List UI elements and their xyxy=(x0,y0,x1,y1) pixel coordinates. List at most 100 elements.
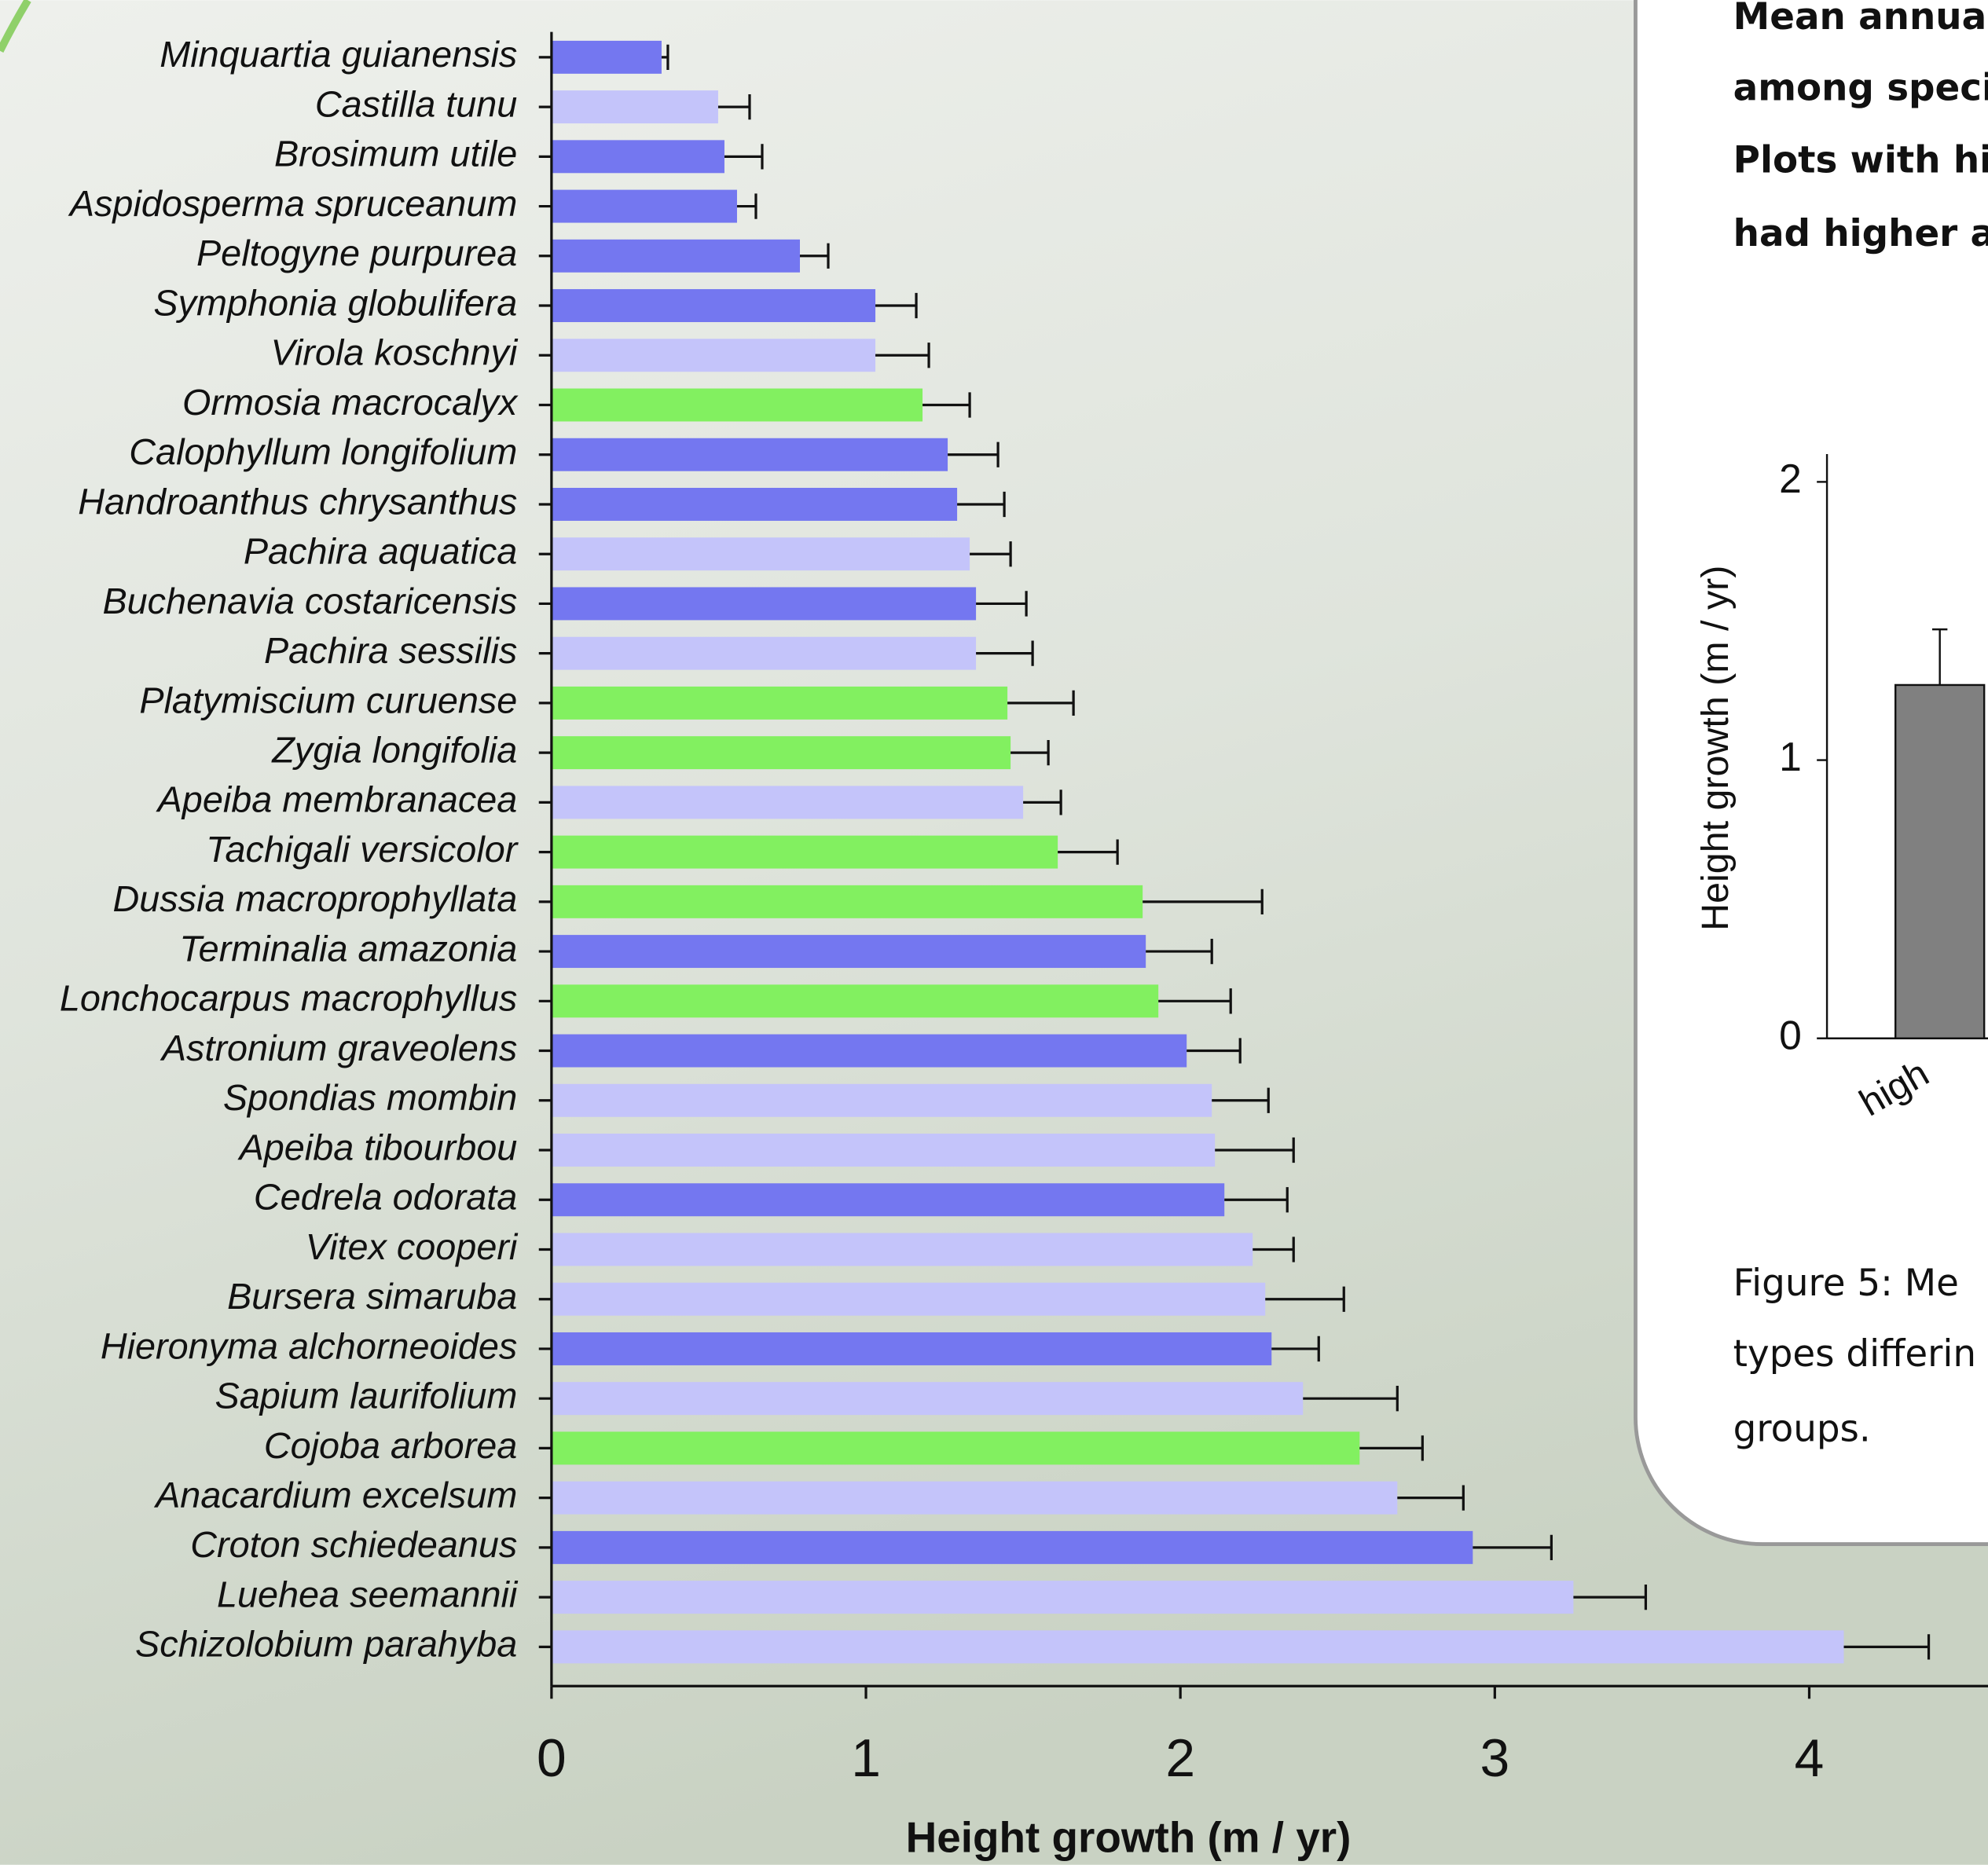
category-label: Zygia longifolia xyxy=(271,729,517,770)
category-label: Handroanthus chrysanthus xyxy=(78,481,517,522)
category-label: Cedrela odorata xyxy=(254,1177,518,1218)
bar xyxy=(551,984,1159,1018)
bar xyxy=(551,636,977,670)
error-bar xyxy=(957,491,1006,518)
category-label: Calophyllum longifolium xyxy=(129,431,517,472)
error-bar xyxy=(1187,1038,1242,1064)
box-caption: groups. xyxy=(1733,1408,1871,1450)
category-label: Symphonia globulifera xyxy=(153,282,517,323)
category-label: Cojoba arborea xyxy=(264,1425,518,1466)
error-bar xyxy=(1215,1137,1295,1163)
category-label: Tachigali versicolor xyxy=(206,829,519,870)
error-bar xyxy=(1932,628,1948,685)
bar xyxy=(551,1282,1266,1316)
bar xyxy=(551,537,970,571)
box-heading: Mean annua xyxy=(1733,0,1987,38)
category-label: Lonchocarpus macrophyllus xyxy=(60,978,517,1019)
bar xyxy=(551,1530,1473,1564)
category-label: Hieronyma alchorneoides xyxy=(101,1325,517,1366)
bar xyxy=(551,487,958,521)
category-label: Luehea seemannii xyxy=(217,1574,519,1614)
bar xyxy=(551,388,923,422)
bar xyxy=(551,1581,1574,1614)
error-bar xyxy=(1397,1485,1465,1511)
bar xyxy=(551,786,1024,819)
bar xyxy=(551,1431,1360,1465)
y-tick-label: 2 xyxy=(1779,456,1802,501)
x-tick-label: 2 xyxy=(1165,1729,1195,1788)
error-bar xyxy=(1253,1237,1295,1262)
error-bar xyxy=(948,442,1000,467)
x-tick-label: 3 xyxy=(1480,1729,1509,1788)
error-bar xyxy=(661,44,669,70)
bar xyxy=(551,140,724,174)
decor-arc xyxy=(0,0,31,53)
category-label: Terminalia amazonia xyxy=(179,928,517,969)
y-tick-label: 0 xyxy=(1779,1012,1802,1057)
error-bar xyxy=(1146,938,1213,965)
category-label: Virola koschnyi xyxy=(271,332,519,373)
error-bar xyxy=(1143,889,1264,914)
category-label: Pachira aquatica xyxy=(244,531,517,572)
category-label: Spondias mombin xyxy=(223,1077,517,1118)
bar xyxy=(551,1183,1225,1217)
error-bar xyxy=(1271,1336,1320,1362)
y-tick-label: 1 xyxy=(1779,734,1802,779)
error-bar xyxy=(970,541,1012,567)
bar xyxy=(551,438,948,471)
x-axis-label: Height growth (m / yr) xyxy=(906,1813,1352,1862)
error-bar xyxy=(1843,1634,1931,1660)
category-label: Apeiba membranacea xyxy=(156,779,518,820)
x-tick-label: 4 xyxy=(1795,1729,1825,1788)
bar xyxy=(551,686,1008,720)
error-bar xyxy=(1224,1187,1289,1213)
bar xyxy=(551,239,801,273)
category-label: Anacardium excelsum xyxy=(153,1475,517,1515)
error-bar xyxy=(875,343,930,368)
error-bar xyxy=(1303,1386,1399,1412)
box-heading: Plots with hi xyxy=(1733,139,1988,181)
bar xyxy=(551,40,662,74)
category-label: Peltogyne purpurea xyxy=(196,233,517,273)
bar xyxy=(551,189,737,223)
bar xyxy=(551,1332,1272,1365)
box-caption: Figure 5: Me xyxy=(1733,1262,1959,1305)
category-label: Castilla tunu xyxy=(315,83,517,124)
y-axis-label: Height growth (m / yr) xyxy=(1694,566,1737,931)
error-bar xyxy=(1011,740,1050,766)
category-label: Platymiscium curuense xyxy=(139,680,517,720)
category-label: Apeiba tibourbou xyxy=(237,1127,518,1167)
bar xyxy=(551,1083,1212,1117)
bar xyxy=(551,1382,1304,1416)
category-label: Vitex cooperi xyxy=(306,1226,519,1267)
text-box xyxy=(1634,0,1988,1546)
bar xyxy=(551,1630,1844,1664)
bar xyxy=(551,339,876,372)
box-caption: types differin xyxy=(1733,1333,1976,1376)
error-bar xyxy=(976,640,1034,666)
box-heading: had higher a xyxy=(1733,213,1988,255)
error-bar xyxy=(1265,1286,1345,1312)
category-label: Brosimum utile xyxy=(274,134,517,174)
error-bar xyxy=(736,193,757,219)
error-bar xyxy=(724,144,764,170)
bar xyxy=(551,90,718,124)
error-bar xyxy=(1158,988,1232,1014)
error-bar xyxy=(1473,1534,1553,1561)
bar xyxy=(551,885,1143,918)
error-bar xyxy=(1023,790,1062,815)
bar xyxy=(551,736,1011,770)
error-bar xyxy=(976,591,1028,617)
bar xyxy=(551,1233,1253,1266)
bar xyxy=(551,1134,1216,1167)
category-label: Croton schiedeanus xyxy=(190,1524,517,1565)
error-bar xyxy=(1359,1435,1424,1461)
category-label: Schizolobium parahyba xyxy=(135,1624,517,1665)
error-bar xyxy=(922,392,971,418)
bar xyxy=(551,289,876,323)
x-tick-label: 1 xyxy=(851,1729,881,1788)
category-label: Pachira sessilis xyxy=(264,630,517,671)
error-bar xyxy=(800,243,830,269)
bar xyxy=(551,587,977,621)
